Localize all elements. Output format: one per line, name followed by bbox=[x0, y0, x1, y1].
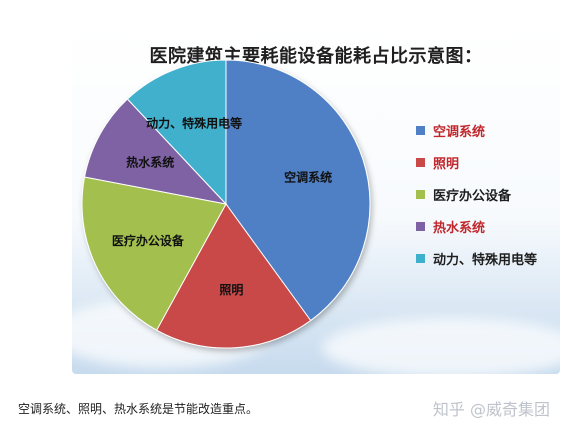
legend-label: 空调系统 bbox=[433, 124, 486, 140]
legend-entry: 空调系统 bbox=[416, 114, 556, 146]
legend-entry: 热水系统 bbox=[416, 210, 556, 242]
legend-entry: 医疗办公设备 bbox=[416, 178, 556, 210]
legend-entry: 照明 bbox=[416, 146, 556, 178]
legend-swatch bbox=[416, 157, 425, 167]
legend-label: 动力、特殊用电等 bbox=[433, 252, 538, 268]
legend-swatch bbox=[416, 253, 425, 263]
pie-slice bbox=[155, 203, 312, 349]
pie-slice bbox=[83, 98, 228, 205]
pie-slice-label: 热水系统 bbox=[126, 154, 174, 169]
pie-slice bbox=[81, 176, 227, 331]
watermark: 知乎 @威奇集团 bbox=[432, 400, 550, 419]
legend-swatch bbox=[416, 125, 425, 135]
legend-swatch bbox=[416, 189, 425, 199]
pie-slice-label: 空调系统 bbox=[284, 169, 332, 184]
pie-slice-label: 动力、特殊用电等 bbox=[146, 116, 242, 131]
legend-swatch bbox=[416, 221, 425, 231]
pie-slice bbox=[225, 59, 371, 322]
chart-legend: 空调系统照明医疗办公设备 热水系统动力、特殊用电等 bbox=[416, 114, 556, 274]
pie-slice bbox=[126, 59, 227, 206]
figure-caption: 空调系统、照明、热水系统是节能改造重点。 bbox=[18, 402, 259, 416]
chart-figure: 医院建筑主要耗能设备能耗占比示意图： 空调系统 照明 医疗办公设备 热水系统 动力、特殊… bbox=[72, 28, 560, 374]
legend-label: 照明 bbox=[433, 156, 460, 172]
legend-label: 医疗办公设备 bbox=[433, 188, 512, 204]
legend-entry: 动力、特殊用电等 bbox=[416, 242, 556, 274]
legend-label: 热水系统 bbox=[433, 220, 486, 236]
pie-slice-label: 照明 bbox=[219, 282, 243, 297]
pie-slice-label: 医疗办公设备 bbox=[112, 233, 185, 248]
